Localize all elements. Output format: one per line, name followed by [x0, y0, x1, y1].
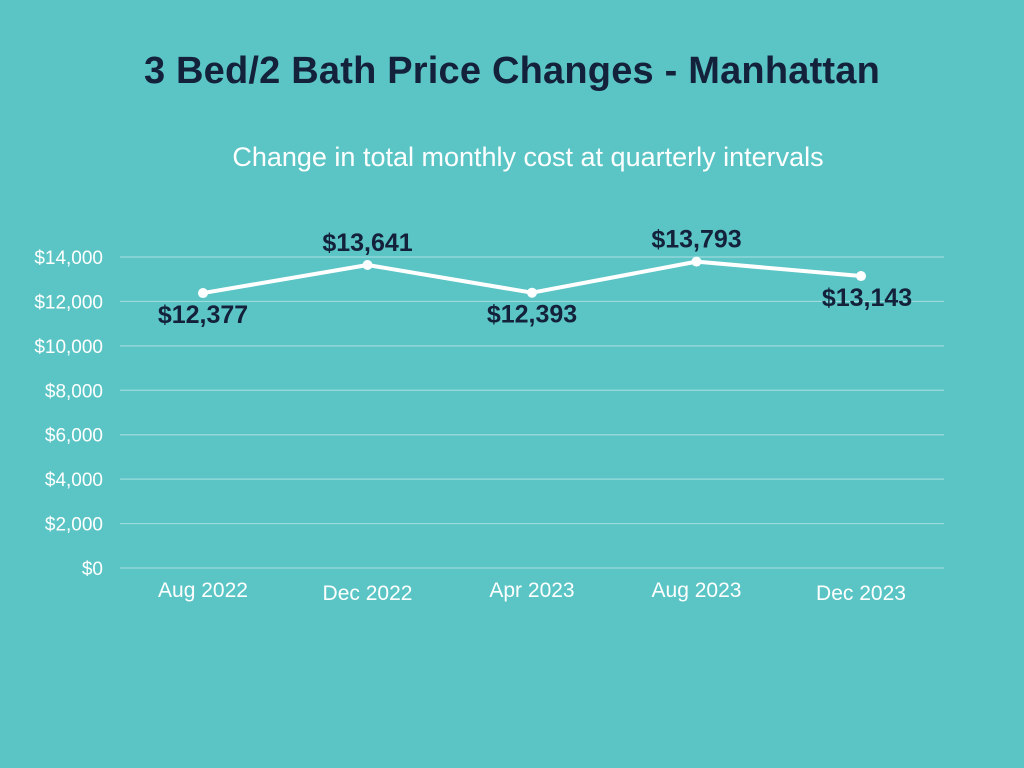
x-tick-label: Aug 2023	[652, 579, 742, 602]
data-point	[856, 271, 866, 282]
y-tick-label: $10,000	[34, 337, 103, 358]
data-point	[198, 288, 208, 299]
y-tick-label: $12,000	[34, 292, 103, 313]
data-label: $13,641	[322, 229, 412, 257]
gridlines	[120, 256, 944, 569]
data-point	[691, 256, 702, 267]
x-tick-label: Dec 2023	[816, 582, 906, 605]
data-labels: $12,377 $13,641 $12,393 $13,793 $13,143	[158, 226, 912, 329]
y-tick-label: $4,000	[45, 470, 103, 491]
y-tick-label: $2,000	[45, 515, 103, 536]
chart-title: 3 Bed/2 Bath Price Changes - Manhattan	[143, 50, 881, 92]
data-point	[527, 287, 537, 298]
x-tick-label: Apr 2023	[489, 579, 574, 602]
y-tick-label: $6,000	[45, 426, 103, 447]
x-tick-label: Aug 2022	[158, 579, 248, 602]
data-label: $13,143	[822, 284, 912, 312]
y-tick-label: $0	[82, 559, 103, 580]
data-label: $12,393	[487, 301, 577, 329]
x-axis-ticks: Aug 2022 Dec 2022 Apr 2023 Aug 2023 Dec 2023	[158, 579, 906, 605]
y-axis-ticks: $0 $2,000 $4,000 $6,000 $8,000 $10,000 $12,000…	[34, 248, 103, 580]
chart-subtitle: Change in total monthly cost at quarterl…	[232, 142, 824, 172]
data-label: $12,377	[158, 301, 248, 329]
y-tick-label: $14,000	[34, 248, 103, 269]
data-point	[362, 259, 373, 270]
data-label: $13,793	[651, 226, 741, 254]
x-tick-label: Dec 2022	[323, 582, 413, 605]
series-line-group	[198, 256, 866, 299]
y-tick-label: $8,000	[45, 381, 103, 402]
